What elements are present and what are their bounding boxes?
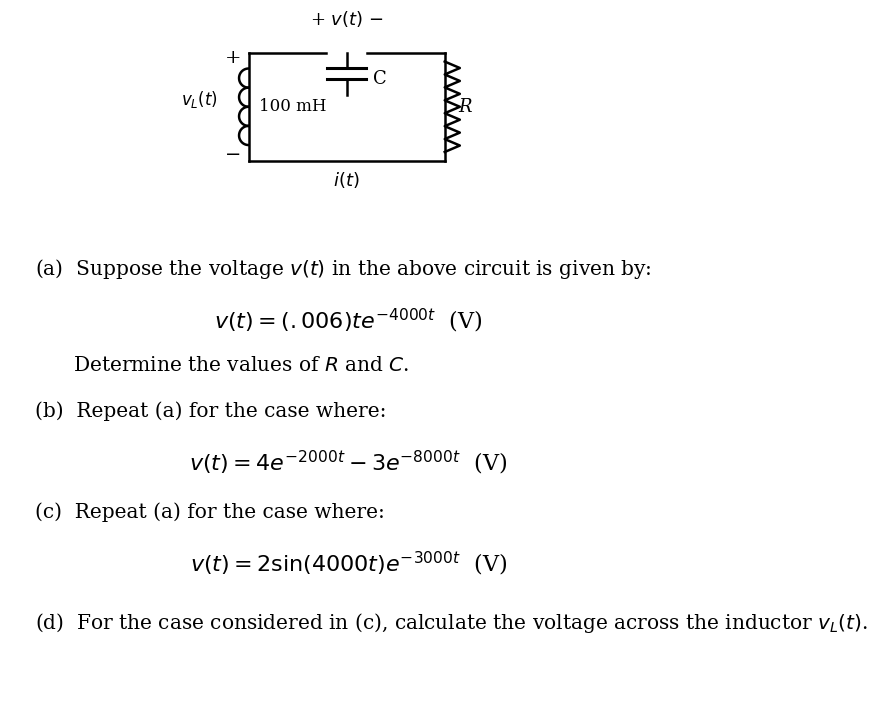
Text: $v(t) = (.006)te^{-4000t}$  (V): $v(t) = (.006)te^{-4000t}$ (V) [214, 307, 482, 335]
Text: + $v(t)$ $-$: + $v(t)$ $-$ [310, 9, 383, 30]
Text: $v(t) = 4e^{-2000t} - 3e^{-8000t}$  (V): $v(t) = 4e^{-2000t} - 3e^{-8000t}$ (V) [189, 449, 507, 477]
Text: $v(t) = 2\sin(4000t)e^{-3000t}$  (V): $v(t) = 2\sin(4000t)e^{-3000t}$ (V) [190, 550, 507, 578]
Text: +: + [225, 49, 241, 67]
Text: R: R [458, 98, 471, 115]
Text: Determine the values of $R$ and $C$.: Determine the values of $R$ and $C$. [73, 356, 409, 375]
Text: (d)  For the case considered in (c), calculate the voltage across the inductor $: (d) For the case considered in (c), calc… [35, 611, 867, 635]
Text: C: C [372, 70, 386, 88]
Text: 100 mH: 100 mH [258, 99, 326, 115]
Text: −: − [225, 146, 241, 165]
Text: (c)  Repeat (a) for the case where:: (c) Repeat (a) for the case where: [35, 502, 385, 522]
Text: $i(t)$: $i(t)$ [333, 170, 359, 190]
Text: $v_L(t)$: $v_L(t)$ [180, 89, 217, 111]
Text: (a)  Suppose the voltage $v(t)$ in the above circuit is given by:: (a) Suppose the voltage $v(t)$ in the ab… [35, 256, 651, 280]
Text: (b)  Repeat (a) for the case where:: (b) Repeat (a) for the case where: [35, 401, 386, 421]
